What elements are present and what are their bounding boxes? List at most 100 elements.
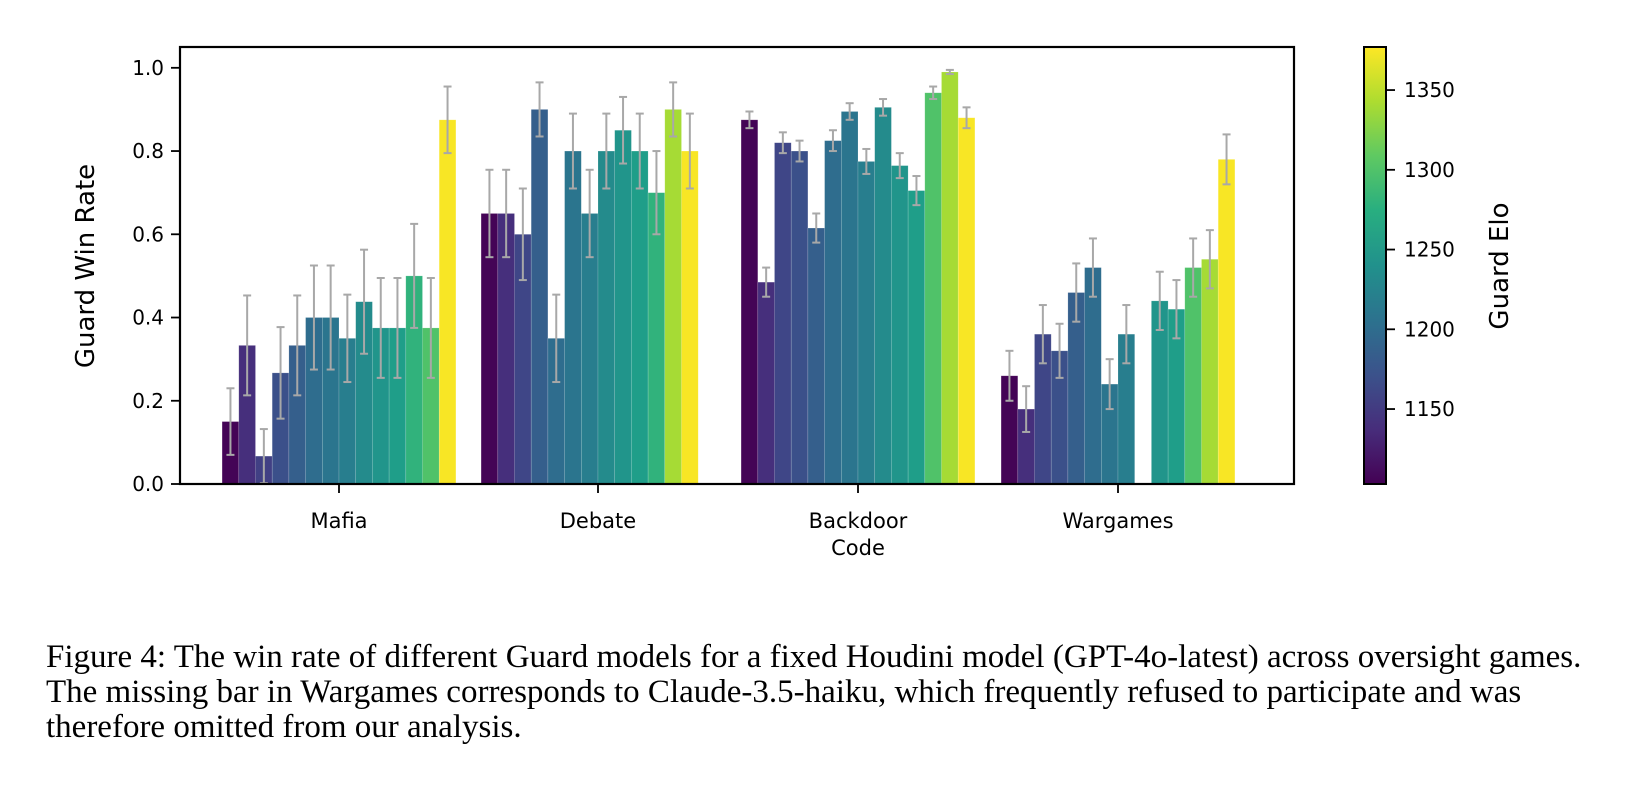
error-bar (485, 168, 494, 259)
error-bar (293, 294, 302, 397)
error-bar (669, 81, 678, 138)
error-bar (635, 112, 644, 190)
error-bar (1205, 229, 1214, 290)
colorbar (1363, 46, 1387, 485)
error-bar (376, 276, 385, 379)
error-bar (568, 112, 577, 190)
error-bar (812, 212, 821, 244)
colorbar-ticks: 1150 1200 1250 1300 1350 (1386, 78, 1455, 421)
error-bar (393, 276, 402, 379)
bar-chart: 0.0 0.2 0.4 0.6 0.8 1.0 Mafia Debate Backdoor Co… (71, 45, 1515, 560)
error-bar (602, 112, 611, 190)
bar (681, 150, 699, 485)
bar (941, 71, 959, 485)
category-label: Debate (560, 509, 636, 533)
bar (924, 92, 942, 485)
error-bar (1189, 237, 1198, 298)
bar (757, 281, 775, 485)
bar (790, 150, 809, 485)
bar (438, 119, 457, 485)
bar (1184, 267, 1202, 485)
bar (891, 165, 909, 485)
error-bar (1038, 304, 1047, 365)
error-bar (326, 264, 335, 371)
error-bar (1005, 349, 1014, 402)
bar (530, 109, 549, 485)
colorbar-tick-label: 1250 (1404, 238, 1455, 262)
y-axis: 0.0 0.2 0.4 0.6 0.8 1.0 (132, 56, 180, 496)
error-bar (1172, 279, 1181, 340)
bar (647, 192, 666, 485)
error-bar (585, 168, 594, 259)
bar (597, 150, 616, 485)
error-bar (879, 98, 888, 117)
error-bar (226, 387, 235, 456)
colorbar-tick-label: 1300 (1404, 158, 1455, 182)
error-bar (502, 168, 511, 259)
bar (857, 161, 876, 485)
bar (824, 140, 842, 485)
bar (1201, 258, 1219, 485)
y-tick-label: 0.2 (132, 389, 164, 413)
error-bar (276, 326, 285, 420)
colorbar-tick-label: 1150 (1404, 397, 1455, 421)
error-bar (912, 175, 921, 207)
error-bar (929, 85, 938, 101)
error-bar (828, 129, 837, 153)
category-label: Code (831, 536, 885, 560)
bar (664, 109, 682, 485)
error-bar (552, 293, 561, 384)
category-label: Backdoor (809, 509, 908, 533)
error-bar (778, 131, 787, 155)
bar-group (221, 71, 1236, 485)
error-bar (1122, 304, 1131, 365)
error-bar (1022, 385, 1031, 433)
colorbar-label: Guard Elo (1485, 202, 1515, 329)
error-bar (518, 187, 527, 282)
error-bar (962, 106, 971, 130)
error-bar (1088, 237, 1097, 298)
error-bar (762, 266, 771, 298)
error-bar-group (226, 68, 1231, 485)
plot-frame (178, 45, 1296, 486)
error-bar (1072, 262, 1081, 323)
bar (807, 227, 825, 485)
error-bar (795, 139, 804, 163)
category-label: Wargames (1062, 509, 1173, 533)
error-bar (619, 95, 628, 165)
error-bar (945, 68, 954, 76)
y-axis-label: Guard Win Rate (71, 164, 101, 368)
bar (907, 190, 926, 485)
error-bar (845, 102, 854, 121)
y-tick-label: 0.6 (132, 222, 164, 246)
error-bar (745, 110, 754, 130)
colorbar-tick-label: 1350 (1404, 78, 1455, 102)
y-tick-label: 0.8 (132, 139, 164, 163)
error-bar (1222, 133, 1231, 186)
category-label: Mafia (310, 509, 367, 533)
bar (874, 107, 892, 485)
error-bar (343, 293, 352, 384)
error-bar (895, 152, 904, 180)
error-bar (685, 112, 694, 190)
y-tick-label: 0.4 (132, 306, 164, 330)
bar (614, 129, 632, 485)
error-bar (535, 81, 544, 138)
error-bar (1055, 322, 1064, 379)
bar (631, 150, 649, 485)
error-bar (1105, 358, 1114, 411)
bar (1084, 267, 1102, 485)
y-tick-label: 1.0 (132, 56, 164, 80)
bar (740, 119, 759, 485)
error-bar (862, 147, 871, 175)
bar (840, 111, 859, 485)
error-bar (1155, 270, 1164, 332)
error-bar (443, 85, 452, 155)
error-bar (652, 150, 661, 236)
bar (1217, 159, 1236, 485)
y-tick-label: 0.0 (132, 472, 164, 496)
colorbar-tick-label: 1200 (1404, 317, 1455, 341)
error-bar (309, 264, 318, 371)
error-bar (426, 276, 435, 379)
error-bar (243, 294, 252, 397)
